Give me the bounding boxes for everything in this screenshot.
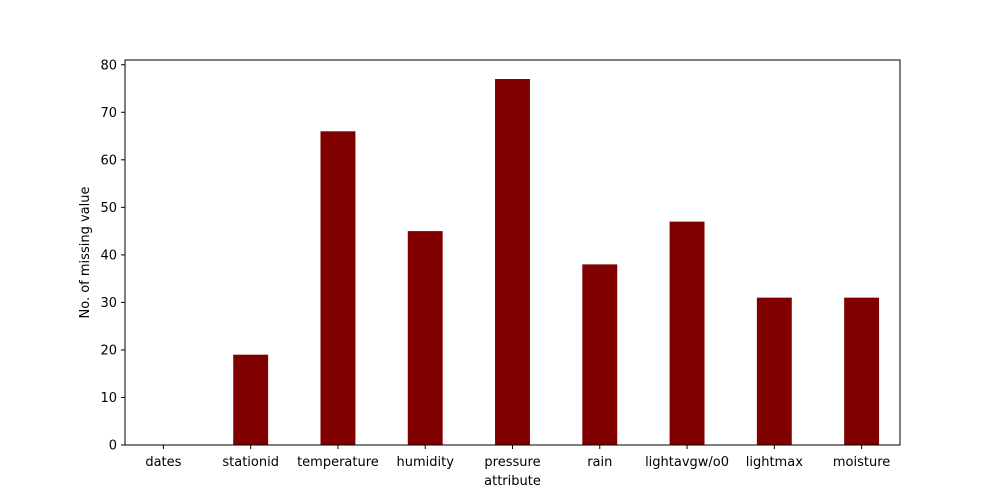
y-tick-label: 60 [100, 153, 117, 168]
bar-moisture [844, 297, 880, 445]
x-tick-label: lightmax [746, 455, 803, 470]
x-tick-label: humidity [397, 455, 455, 470]
x-tick-label: rain [587, 455, 612, 470]
x-axis: dates stationid temperature humidity pressur… [145, 445, 890, 470]
bar-temperature [320, 131, 356, 445]
y-tick-label: 0 [109, 439, 117, 454]
y-tick-label: 70 [100, 106, 117, 121]
y-tick-label: 20 [100, 343, 117, 358]
y-tick-label: 40 [100, 248, 117, 263]
x-tick-label: moisture [833, 455, 890, 470]
bars-layer [233, 79, 880, 446]
bar-humidity [407, 231, 443, 445]
y-tick-label: 50 [100, 201, 117, 216]
bar-rain [582, 264, 618, 445]
y-tick-label: 10 [100, 391, 117, 406]
x-tick-label: stationid [222, 455, 279, 470]
y-axis: 0 10 20 30 40 50 60 70 80 [100, 58, 125, 454]
bar-pressure [495, 79, 530, 446]
x-tick-label: lightavgw/o0 [645, 455, 729, 470]
x-axis-title: attribute [484, 474, 541, 489]
bar-stationid [233, 354, 269, 445]
x-tick-label: dates [145, 455, 181, 470]
x-tick-label: pressure [484, 455, 540, 470]
y-tick-label: 80 [100, 58, 117, 73]
bar-lightmax [756, 297, 792, 445]
y-axis-title: No. of missing value [78, 187, 93, 319]
y-tick-label: 30 [100, 296, 117, 311]
bar-lightavgw-o0 [669, 221, 705, 445]
x-tick-label: temperature [297, 455, 379, 470]
